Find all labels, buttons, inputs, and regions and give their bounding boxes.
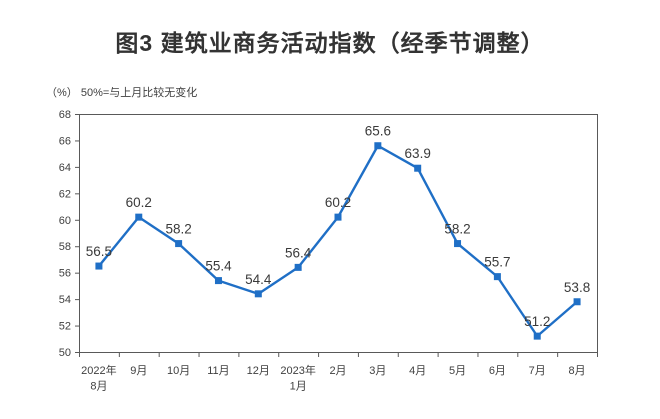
data-point-marker xyxy=(454,240,462,248)
data-point-marker xyxy=(135,213,143,221)
data-point-label: 56.4 xyxy=(285,245,312,260)
y-axis-label: 64 xyxy=(59,162,71,174)
x-axis-label: 3月 xyxy=(369,365,386,377)
data-point-label: 56.5 xyxy=(86,244,112,259)
y-axis-label: 56 xyxy=(59,268,71,280)
x-axis-label: 5月 xyxy=(449,365,466,377)
data-point-label: 58.2 xyxy=(165,222,191,237)
y-axis-label: 62 xyxy=(59,188,71,200)
axis-unit-note: （%） 50%=与上月比较无变化 xyxy=(46,87,198,99)
data-point-marker xyxy=(175,240,183,248)
y-axis-label: 66 xyxy=(59,135,71,147)
data-point-marker xyxy=(414,164,422,172)
data-point-label: 53.8 xyxy=(564,280,590,295)
series-line xyxy=(97,144,579,338)
data-point-label: 58.2 xyxy=(444,222,470,237)
x-axis-label: 4月 xyxy=(409,365,426,377)
data-point-label: 54.4 xyxy=(245,272,272,287)
y-axis-label: 50 xyxy=(59,347,71,359)
data-point-marker xyxy=(294,263,302,271)
x-axis-label: 8月 xyxy=(90,381,107,393)
y-axis-label: 54 xyxy=(59,294,71,306)
data-point-marker xyxy=(533,332,541,340)
x-axis-label: 1月 xyxy=(290,381,307,393)
data-point-label: 55.7 xyxy=(484,255,510,270)
x-axis-label: 9月 xyxy=(130,365,147,377)
x-axis-label: 10月 xyxy=(167,365,190,377)
x-axis-label: 6月 xyxy=(489,365,506,377)
y-axis-label: 58 xyxy=(59,241,71,253)
chart-title: 图3 建筑业商务活动指数（经季节调整） xyxy=(115,30,545,56)
data-point-marker xyxy=(573,298,581,306)
data-point-marker xyxy=(95,262,103,270)
x-axis-label: 8月 xyxy=(569,365,586,377)
data-point-marker xyxy=(334,213,342,221)
x-axis-label: 11月 xyxy=(207,365,229,377)
x-axis-label: 2月 xyxy=(329,365,346,377)
plot-border xyxy=(79,114,598,353)
x-axis-label: 2023年 xyxy=(280,363,315,377)
y-axis-label: 52 xyxy=(59,321,71,333)
x-axis-label: 2022年 xyxy=(81,363,116,377)
data-point-label: 60.2 xyxy=(325,195,351,210)
y-axis-label: 60 xyxy=(59,215,71,227)
data-point-label: 55.4 xyxy=(205,259,232,274)
y-axis-label: 68 xyxy=(59,109,71,121)
data-point-marker xyxy=(374,142,382,150)
data-point-label: 65.6 xyxy=(365,124,391,139)
x-axis-label: 12月 xyxy=(247,365,270,377)
data-point-label: 51.2 xyxy=(524,314,550,329)
x-axis-label: 7月 xyxy=(529,365,546,377)
data-point-marker xyxy=(254,290,262,298)
data-point-label: 60.2 xyxy=(126,195,152,210)
data-point-marker xyxy=(493,273,501,281)
data-point-marker xyxy=(214,277,222,285)
data-point-label: 63.9 xyxy=(405,146,431,161)
